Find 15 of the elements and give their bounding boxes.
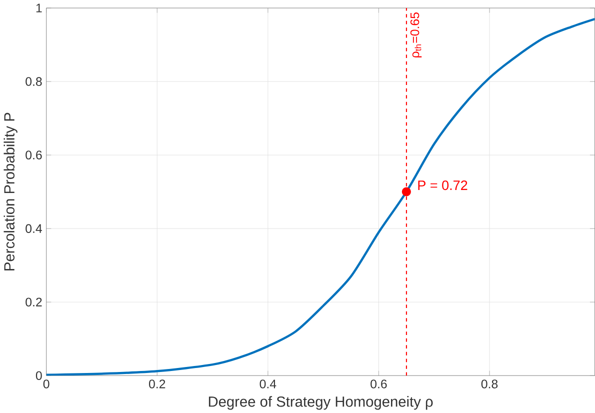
y-tick-label: 1	[36, 4, 42, 12]
y-tick-label: 0	[36, 370, 42, 380]
y-tick-label: 0.4	[26, 224, 42, 233]
y-axis-title: Percolation Probability P	[4, 112, 18, 270]
x-tick-label: 0.4	[260, 379, 276, 388]
x-tick-label: 0	[43, 379, 50, 388]
x-axis-title: Degree of Strategy Homogeneity ρ	[208, 396, 433, 410]
x-tick-label: 0.2	[149, 379, 166, 388]
x-tick-label: 0.6	[370, 379, 387, 388]
x-tick-label: 0.8	[481, 379, 498, 388]
ref-line-label: ρ$_{th}$=0.65	[410, 12, 422, 58]
annotation: P = 0.72	[418, 180, 468, 190]
y-tick-label: 0.8	[26, 76, 42, 86]
y-tick-label: 0.2	[26, 297, 42, 306]
y-tick-label: 0.6	[26, 150, 42, 160]
